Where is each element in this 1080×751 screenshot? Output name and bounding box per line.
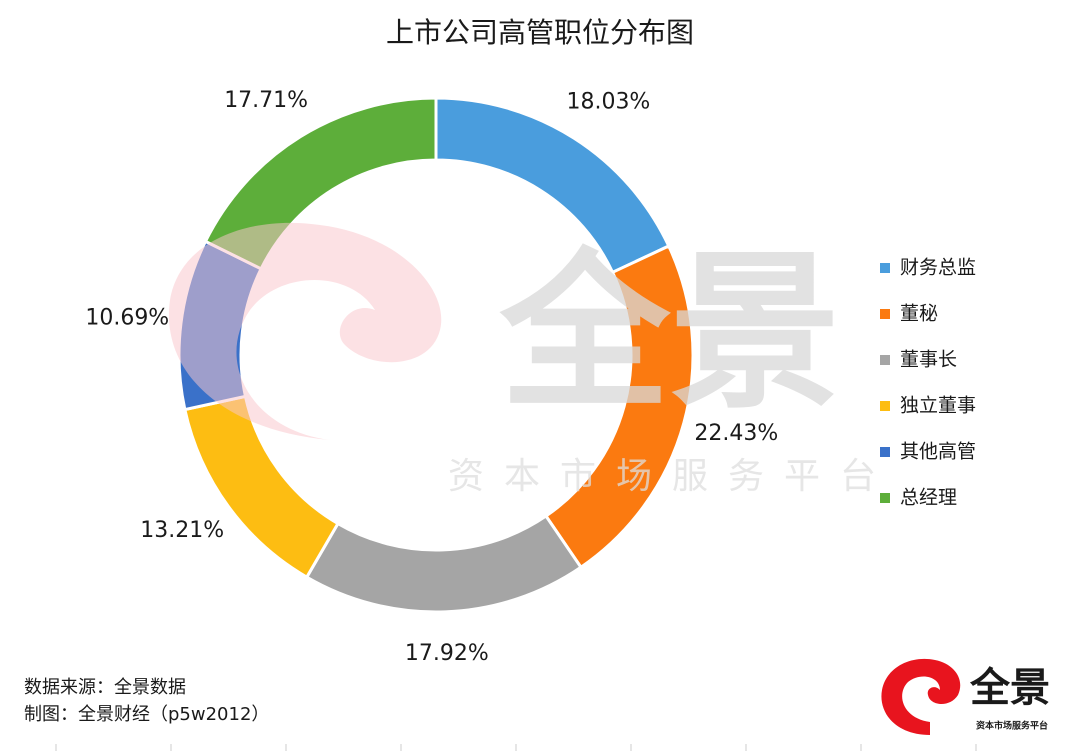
watermark: 全景 资本市场服务平台: [168, 222, 896, 497]
data-label: 18.03%: [566, 90, 650, 115]
data-label: 10.69%: [85, 306, 169, 331]
logo-name: 全景: [969, 665, 1050, 711]
watermark-text: 全景: [499, 234, 840, 432]
data-label: 17.92%: [405, 641, 489, 666]
legend-label: 董事长: [900, 349, 957, 371]
watermark-subtext: 资本市场服务平台: [448, 456, 896, 497]
data-label: 13.21%: [140, 518, 224, 543]
logo: 全景 资本市场服务平台: [881, 658, 1050, 735]
legend-swatch: [880, 401, 890, 411]
legend-swatch: [880, 309, 890, 319]
legend-label: 其他高管: [900, 441, 976, 463]
legend-label: 独立董事: [900, 395, 976, 417]
data-label: 22.43%: [694, 421, 778, 446]
legend-swatch: [880, 355, 890, 365]
watermark-swirl: [168, 222, 442, 440]
legend-swatch: [880, 263, 890, 273]
legend-label: 董秘: [900, 303, 938, 325]
legend-label: 总经理: [900, 487, 957, 509]
logo-icon: [881, 658, 961, 735]
legend-label: 财务总监: [900, 257, 976, 279]
source-note: 数据来源：全景数据: [24, 677, 186, 698]
chart-title: 上市公司高管职位分布图: [386, 16, 694, 49]
logo-tagline: 资本市场服务平台: [976, 720, 1048, 732]
legend-swatch: [880, 447, 890, 457]
data-label: 17.71%: [224, 88, 308, 113]
credit-note: 制图：全景财经（p5w2012）: [24, 704, 269, 725]
legend-swatch: [880, 493, 890, 503]
bottom-ruler: [55, 744, 977, 751]
